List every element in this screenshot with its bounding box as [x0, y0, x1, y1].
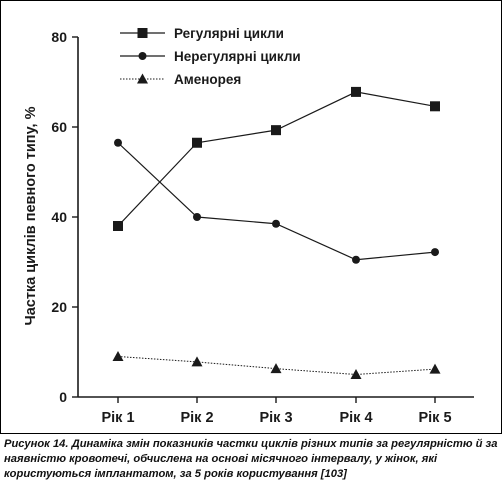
x-tick-label: Рік 4 [339, 410, 372, 426]
data-point-triangle [429, 363, 441, 374]
data-point-triangle [270, 363, 282, 374]
figure-caption: Рисунок 14. Динаміка змін показників час… [4, 437, 498, 482]
caption-label: Рисунок 14. [4, 438, 69, 450]
legend-item-circle: Нерегулярні цикли [120, 49, 301, 64]
legend-marker-square [137, 28, 148, 38]
legend-item-square: Регулярні цикли [120, 26, 284, 41]
legend-marker-triangle [137, 73, 148, 84]
chart-legend: Регулярні цикли Нерегулярні цикли Аменорея [120, 26, 301, 87]
x-tick-label: Рік 2 [180, 410, 213, 426]
series-line-circle [117, 142, 436, 261]
data-point-square [113, 221, 123, 231]
y-tick-label: 40 [51, 209, 67, 225]
legend-label: Нерегулярні цикли [174, 49, 301, 64]
data-point-circle [193, 213, 201, 221]
caption-text: Динаміка змін показників частки циклів р… [4, 438, 498, 480]
y-axis-label: Частка циклів певного типу, % [23, 106, 39, 325]
legend-marker-circle [138, 52, 147, 60]
data-point-circle [431, 248, 439, 257]
data-point-square [351, 86, 361, 97]
data-point-triangle [191, 356, 203, 367]
y-tick-label: 20 [51, 299, 67, 315]
series-line-triangle [117, 356, 436, 376]
series-square [113, 86, 440, 231]
line-chart: 0 20 40 60 80 Рік 1 Рік 2 Рік 3 Рік 4 Рік 5 Регул… [23, 26, 474, 426]
figure-frame [0, 0, 502, 434]
series-circle [114, 138, 439, 264]
data-point-triangle [350, 369, 362, 379]
y-tick-label: 80 [51, 29, 67, 45]
legend-item-triangle: Аменорея [120, 72, 241, 87]
series-line-square [117, 91, 436, 227]
legend-label: Регулярні цикли [174, 26, 284, 41]
x-tick-label: Рік 3 [259, 410, 292, 426]
chart-axes: 0 20 40 60 80 Рік 1 Рік 2 Рік 3 Рік 4 Рік 5 [51, 29, 474, 426]
data-point-square [271, 125, 281, 136]
data-point-triangle [112, 351, 124, 361]
series-triangle [112, 351, 441, 379]
x-tick-label: Рік 1 [101, 410, 134, 426]
data-point-square [192, 137, 202, 148]
data-point-circle [114, 138, 122, 147]
y-tick-label: 0 [59, 389, 67, 405]
data-point-square [430, 101, 440, 112]
legend-label: Аменорея [174, 72, 241, 87]
data-point-circle [352, 255, 360, 264]
data-point-circle [272, 219, 280, 228]
y-tick-label: 60 [51, 119, 67, 135]
x-tick-label: Рік 5 [418, 410, 451, 426]
chart-series [112, 86, 441, 379]
